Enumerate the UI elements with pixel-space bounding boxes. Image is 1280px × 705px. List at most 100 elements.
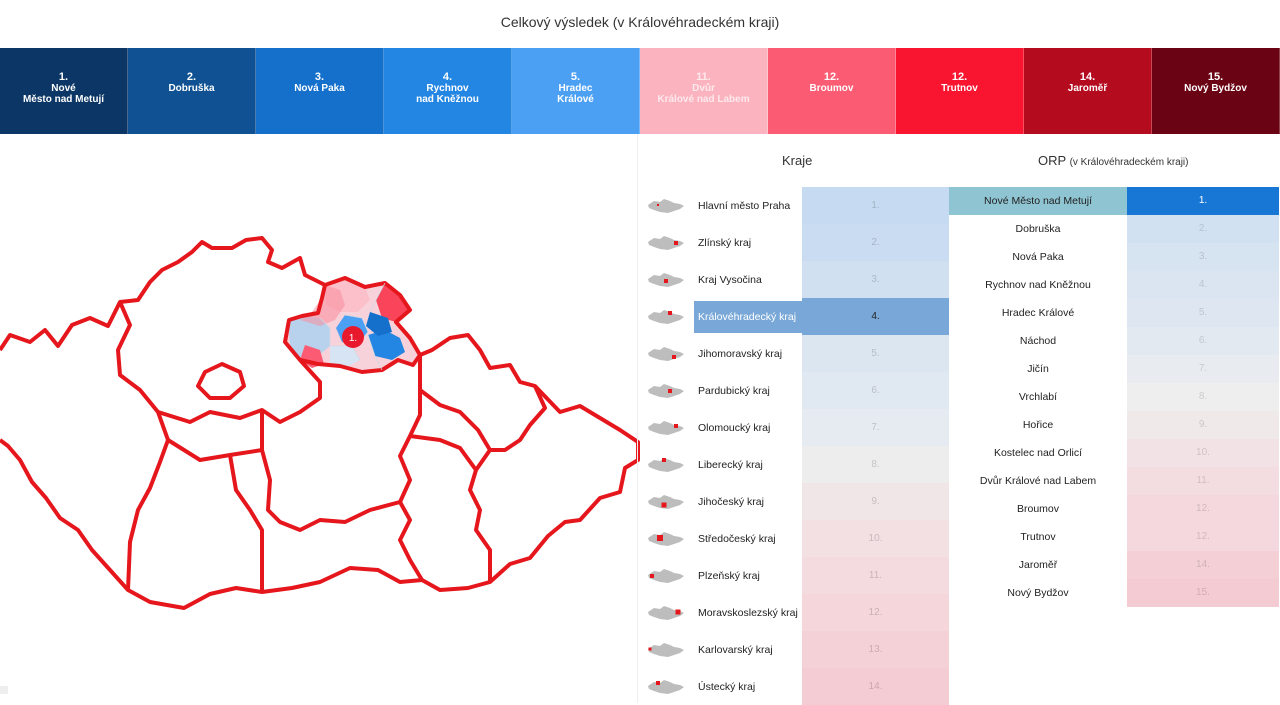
orp-row[interactable]: Náchod 6. (949, 327, 1279, 355)
kraj-row[interactable]: Zlínský kraj 2. (642, 224, 949, 261)
kraj-name: Liberecký kraj (698, 458, 763, 471)
kraj-row[interactable]: Jihomoravský kraj 5. (642, 335, 949, 372)
ranking-tile-rank: 15. (1207, 71, 1224, 83)
orp-row[interactable]: Nový Bydžov 15. (949, 579, 1279, 607)
czech-map[interactable]: 1. (0, 150, 640, 695)
orp-row[interactable]: Nová Paka 3. (949, 243, 1279, 271)
ranking-tile-name: Hradec Králové (557, 83, 594, 105)
ranking-tile-name: Nová Paka (294, 83, 345, 94)
kraj-mini-map-icon (648, 642, 684, 657)
orp-title-sub: (v Královéhradeckém kraji) (1069, 157, 1189, 168)
orp-name: Trutnov (1020, 531, 1056, 543)
kraj-row[interactable]: Liberecký kraj 8. (642, 446, 949, 483)
ranking-tile[interactable]: 15. Nový Bydžov (1152, 48, 1280, 134)
kraj-rank: 5. (802, 335, 949, 372)
orp-name: Rychnov nad Kněžnou (985, 279, 1091, 291)
kraj-rank: 10. (802, 520, 949, 557)
kraj-row[interactable]: Olomoucký kraj 7. (642, 409, 949, 446)
ranking-tile-rank: 1. (58, 71, 69, 83)
orp-row[interactable]: Dvůr Králové nad Labem 11. (949, 467, 1279, 495)
orp-row[interactable]: Jaroměř 14. (949, 551, 1279, 579)
orp-row[interactable]: Kostelec nad Orlicí 10. (949, 439, 1279, 467)
orp-rank: 4. (1127, 271, 1279, 299)
ranking-tile-rank: 4. (442, 71, 453, 83)
orp-name: Dvůr Králové nad Labem (979, 475, 1097, 487)
orp-name: Hořice (1022, 419, 1054, 431)
ranking-tile-rank: 5. (570, 71, 581, 83)
kraj-row[interactable]: Plzeňský kraj 11. (642, 557, 949, 594)
orp-row[interactable]: Dobruška 2. (949, 215, 1279, 243)
orp-row[interactable]: Jičín 7. (949, 355, 1279, 383)
kraj-mini-map-icon (648, 309, 684, 324)
kraj-name: Hlavní město Praha (698, 199, 791, 212)
kraj-name: Moravskoslezský kraj (698, 606, 798, 619)
ranking-tile[interactable]: 12. Trutnov (896, 48, 1024, 134)
ranking-tile[interactable]: 4. Rychnov nad Kněžnou (384, 48, 512, 134)
rank-marker[interactable] (342, 326, 364, 348)
orp-row[interactable]: Hradec Králové 5. (949, 299, 1279, 327)
orp-name: Dobruška (1015, 223, 1061, 235)
kraj-mini-map-icon (648, 235, 684, 250)
kraj-rank: 12. (802, 594, 949, 631)
scroll-corner (0, 686, 8, 694)
kraj-name: Královéhradecký kraj (694, 300, 805, 333)
orp-rank: 6. (1127, 327, 1279, 355)
hradec-region-fill (285, 278, 420, 372)
ranking-tile-rank: 12. (951, 71, 968, 83)
kraj-rank: 14. (802, 668, 949, 705)
ranking-tile[interactable]: 14. Jaroměř (1024, 48, 1152, 134)
orp-rank: 9. (1127, 411, 1279, 439)
orp-rank: 12. (1127, 523, 1279, 551)
kraj-name: Karlovarský kraj (698, 643, 773, 656)
kraj-rank: 13. (802, 631, 949, 668)
ranking-tile[interactable]: 3. Nová Paka (256, 48, 384, 134)
kraj-row[interactable]: Královéhradecký kraj 4. (642, 298, 949, 335)
kraj-row[interactable]: Moravskoslezský kraj 12. (642, 594, 949, 631)
kraj-row[interactable]: Středočeský kraj 10. (642, 520, 949, 557)
orp-name: Nové Město nad Metují (949, 187, 1127, 215)
orp-row[interactable]: Broumov 12. (949, 495, 1279, 523)
ranking-tile-rank: 2. (186, 71, 197, 83)
kraj-row[interactable]: Kraj Vysočina 3. (642, 261, 949, 298)
orp-rank: 7. (1127, 355, 1279, 383)
ranking-tile-rank: 11. (696, 71, 711, 83)
orp-title: ORP (v Královéhradeckém kraji) (1038, 153, 1189, 168)
kraje-title: Kraje (782, 153, 813, 168)
ranking-tile-rank: 14. (1079, 71, 1096, 83)
orp-row[interactable]: Hořice 9. (949, 411, 1279, 439)
kraj-name: Olomoucký kraj (698, 421, 771, 434)
orp-row[interactable]: Rychnov nad Kněžnou 4. (949, 271, 1279, 299)
kraj-name: Středočeský kraj (698, 532, 776, 545)
ranking-tile[interactable]: 11. Dvůr Králové nad Labem (640, 48, 768, 134)
kraj-rank: 2. (802, 224, 949, 261)
kraj-mini-map-icon (648, 605, 684, 620)
ranking-tile[interactable]: 12. Broumov (768, 48, 896, 134)
orp-row[interactable]: Vrchlabí 8. (949, 383, 1279, 411)
orp-name: Jičín (1027, 363, 1049, 375)
kraj-row[interactable]: Ústecký kraj 14. (642, 668, 949, 705)
kraj-name: Jihomoravský kraj (698, 347, 783, 360)
orp-name: Broumov (1016, 503, 1059, 515)
orp-row[interactable]: Trutnov 12. (949, 523, 1279, 551)
ranking-tile[interactable]: 2. Dobruška (128, 48, 256, 134)
kraj-mini-map-icon (648, 272, 684, 287)
kraj-rank: 8. (802, 446, 949, 483)
ranking-tile[interactable]: 5. Hradec Králové (512, 48, 640, 134)
kraj-mini-map-icon (648, 494, 684, 509)
kraj-row[interactable]: Hlavní město Praha 1. (642, 187, 949, 224)
kraj-row[interactable]: Pardubický kraj 6. (642, 372, 949, 409)
orp-name: Nová Paka (1012, 251, 1064, 263)
orp-row[interactable]: Nové Město nad Metují 1. (949, 187, 1279, 215)
kraj-rank: 6. (802, 372, 949, 409)
kraj-mini-map-icon (648, 679, 684, 694)
kraj-name: Kraj Vysočina (698, 273, 762, 286)
kraj-row[interactable]: Jihočeský kraj 9. (642, 483, 949, 520)
ranking-tile-name: Rychnov nad Kněžnou (416, 83, 479, 105)
ranking-tile[interactable]: 1. Nové Město nad Metují (0, 48, 128, 134)
kraj-row[interactable]: Karlovarský kraj 13. (642, 631, 949, 668)
ranking-tile-rank: 3. (314, 71, 325, 83)
region-borders (0, 236, 640, 610)
orp-name: Nový Bydžov (1007, 587, 1069, 599)
orp-name: Jaroměř (1018, 559, 1058, 571)
ranking-tile-name: Nové Město nad Metují (22, 83, 105, 105)
